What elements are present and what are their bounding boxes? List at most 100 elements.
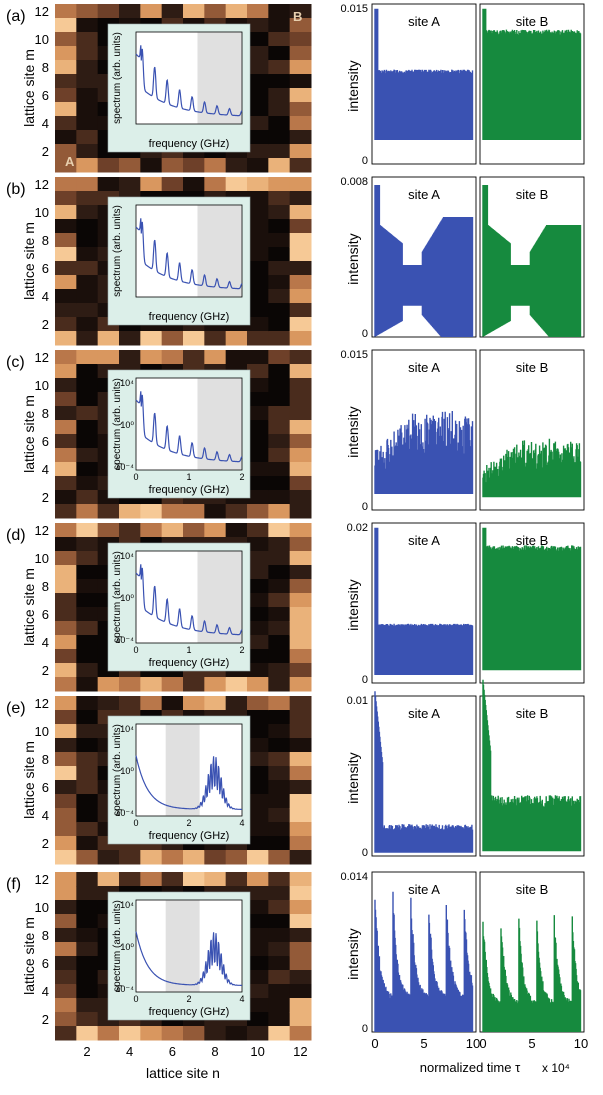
spectrum-trace — [135, 45, 243, 117]
heatmap-cell — [268, 886, 291, 901]
heatmap-cell — [119, 331, 141, 346]
heatmap-cell — [76, 317, 99, 332]
heatmap-cell — [55, 476, 77, 491]
site-label: site B — [516, 187, 549, 202]
heatmap-cell — [55, 710, 77, 725]
heatmap-cell — [247, 752, 269, 767]
heatmap-cell — [268, 350, 291, 365]
heatmap-cell — [76, 808, 99, 823]
heatmap-cell — [76, 942, 99, 957]
heatmap-cell — [225, 696, 248, 711]
heatmap-cell — [247, 420, 269, 435]
site-label: site B — [516, 360, 549, 375]
heatmap-cell — [55, 523, 77, 538]
heatmap-cell — [247, 914, 269, 929]
heatmap-cell — [289, 74, 312, 89]
heatmap-cell — [55, 914, 77, 929]
time-tick-label-b: 10 — [574, 1036, 588, 1051]
heatmap-cell — [225, 677, 248, 692]
heatmap-cell — [247, 970, 269, 985]
heatmap-cell — [268, 1012, 291, 1027]
heatmap-cell — [55, 752, 77, 767]
heatmap-cell — [119, 677, 141, 692]
heatmap-cell — [119, 872, 141, 887]
heatmap-cell — [247, 4, 269, 19]
heatmap-cell — [268, 60, 291, 75]
heatmap-cell — [268, 593, 291, 608]
intensity-ylabel: intensity — [345, 752, 361, 803]
heatmap-cell — [289, 780, 312, 795]
heatmap-cell — [268, 635, 291, 650]
heatmap-cell — [76, 900, 99, 915]
heatmap-cell — [268, 836, 291, 851]
heatmap-cell — [76, 205, 99, 220]
m-tick-label: 10 — [35, 900, 49, 915]
spectrum-trace — [135, 755, 242, 810]
heatmap-cell — [247, 247, 269, 262]
heatmap-cell — [76, 247, 99, 262]
m-tick-label: 4 — [42, 984, 49, 999]
m-tick-label: 6 — [42, 88, 49, 103]
heatmap-cell — [247, 46, 269, 61]
inset-ytick: 10⁴ — [120, 724, 134, 734]
intensity-trace — [482, 8, 582, 140]
heatmap-cell — [268, 551, 291, 566]
heatmap-cell — [268, 677, 291, 692]
heatmap-cell — [76, 850, 99, 865]
heatmap-cell — [119, 1026, 141, 1041]
heatmap-cell — [55, 130, 77, 145]
heatmap-cell — [55, 261, 77, 276]
spectrum-inset: spectrum (arb. units) frequency (GHz) 10⁴ 1… — [107, 542, 251, 672]
heatmap-cell — [289, 970, 312, 985]
heatmap-cell — [76, 551, 99, 566]
heatmap-cell — [268, 565, 291, 580]
heatmap-cell — [183, 677, 205, 692]
intensity-plot-site-b: site B — [479, 3, 585, 165]
heatmap-cell — [97, 350, 120, 365]
heatmap-cell — [97, 177, 120, 192]
heatmap-cell — [268, 696, 291, 711]
heatmap-cell — [289, 130, 312, 145]
heatmap-cell — [289, 191, 312, 206]
heatmap-cell — [97, 523, 120, 538]
intensity-plot-site-a: site A — [371, 522, 477, 684]
inset-gray-band — [197, 205, 242, 297]
heatmap-cell — [183, 850, 205, 865]
m-tick-label: 12 — [35, 177, 49, 192]
inset-xlabel: frequency (GHz) — [149, 484, 230, 496]
time-tick-label-b: 5 — [528, 1036, 535, 1051]
inset-ylabel: spectrum (arb. units) — [112, 724, 123, 816]
inset-xlabel: frequency (GHz) — [149, 657, 230, 669]
heatmap-cell — [289, 490, 312, 505]
heatmap-cell — [268, 364, 291, 379]
heatmap-cell — [76, 476, 99, 491]
heatmap-cell — [268, 158, 291, 173]
heatmap-cell — [247, 724, 269, 739]
m-tick-label: 4 — [42, 289, 49, 304]
heatmap-cell — [225, 1026, 248, 1041]
heatmap-cell — [76, 579, 99, 594]
heatmap-cell — [76, 872, 99, 887]
heatmap-cell — [55, 490, 77, 505]
heatmap-cell — [225, 872, 248, 887]
heatmap-cell — [247, 177, 269, 192]
intensity-ymin: 0 — [362, 674, 368, 686]
heatmap-cell — [55, 621, 77, 636]
intensity-trace — [482, 915, 582, 1032]
intensity-plot-site-b: site B — [479, 176, 585, 338]
inset-xtick: 2 — [239, 645, 244, 655]
heatmap-cell — [268, 406, 291, 421]
inset-ytick: 10⁻⁴ — [115, 635, 134, 645]
heatmap-cell — [204, 696, 227, 711]
heatmap-cell — [161, 177, 184, 192]
heatmap-cell — [183, 177, 205, 192]
heatmap-cell — [268, 32, 291, 47]
heatmap-cell — [55, 4, 77, 19]
heatmap-cell — [119, 850, 141, 865]
heatmap-cell — [247, 219, 269, 234]
site-label: site A — [408, 14, 440, 29]
heatmap-cell — [289, 724, 312, 739]
heatmap-cell — [289, 317, 312, 332]
heatmap-cell — [204, 850, 227, 865]
